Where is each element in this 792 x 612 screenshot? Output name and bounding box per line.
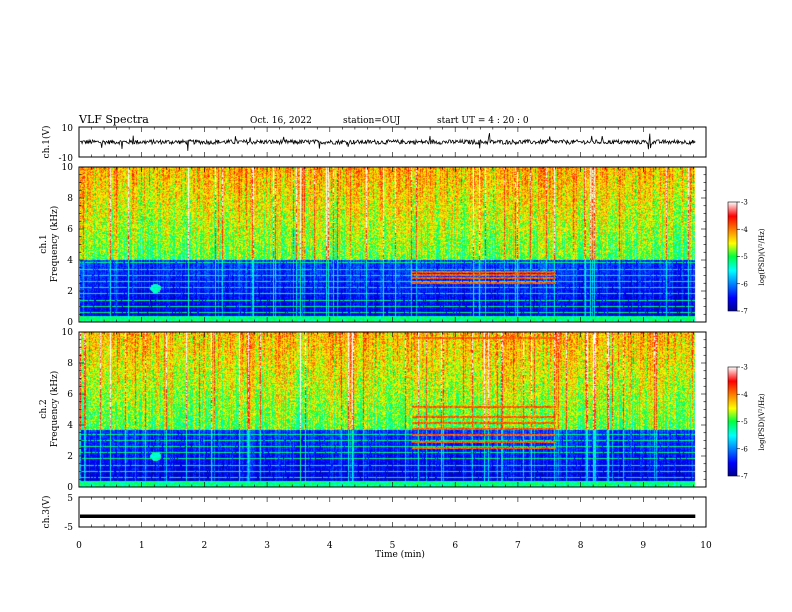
ch2-spectrogram-ytick-labels: 0 2 4 6 8 10 xyxy=(62,328,74,493)
ch3-ytick-top: 5 xyxy=(67,494,73,504)
ch1-spectrogram-image xyxy=(80,167,706,322)
ch2-cbtick-0: -3 xyxy=(741,364,748,372)
ch1-spectrogram-ytick-labels: 0 2 4 6 8 10 xyxy=(62,163,74,328)
ch2-frequency-label: Frequency (kHz) xyxy=(49,371,60,448)
ch1-ytick-10: 10 xyxy=(62,163,74,173)
axis-ticks xyxy=(78,127,707,527)
ch1-cbtick-4: -7 xyxy=(741,308,748,316)
ch1-ytick-8: 8 xyxy=(67,194,73,204)
xtick-6: 6 xyxy=(452,541,458,551)
ch2-spectrogram-image xyxy=(80,332,706,487)
xtick-3: 3 xyxy=(264,541,270,551)
figure-date: Oct. 16, 2022 xyxy=(250,116,312,126)
ch2-cbtick-1: -4 xyxy=(741,391,748,399)
xtick-10: 10 xyxy=(700,541,712,551)
ch1-waveform-ylabel: ch.1(V) xyxy=(41,126,52,159)
ch2-cbtick-2: -5 xyxy=(741,418,748,426)
ch3-ytick-bottom: -5 xyxy=(64,523,73,533)
ch1-ytick-bottom: -10 xyxy=(59,154,74,164)
ch1-frequency-label: Frequency (kHz) xyxy=(49,206,60,283)
ch1-cbtick-1: -4 xyxy=(741,226,748,234)
ch3-waveform-ylabel: ch.3(V) xyxy=(41,496,52,529)
ch2-ytick-2: 2 xyxy=(67,452,73,462)
ch1-ytick-top: 10 xyxy=(62,124,74,134)
ch2-cbtick-4: -7 xyxy=(741,473,748,481)
xtick-7: 7 xyxy=(515,541,521,551)
ch1-cbtick-3: -6 xyxy=(741,280,748,288)
ch1-channel-label: ch.1 xyxy=(39,234,49,253)
ch1-cbtick-2: -5 xyxy=(741,253,748,261)
ch1-ytick-6: 6 xyxy=(67,225,73,235)
ch2-ytick-0: 0 xyxy=(67,483,73,493)
ch2-ytick-6: 6 xyxy=(67,390,73,400)
ch2-cbtick-3: -6 xyxy=(741,445,748,453)
xtick-0: 0 xyxy=(76,541,82,551)
xtick-5: 5 xyxy=(390,541,396,551)
time-axis-label: Time (min) xyxy=(375,549,425,560)
ch1-waveform-trace xyxy=(79,133,696,151)
figure-station: station=OUJ xyxy=(343,116,401,126)
xtick-4: 4 xyxy=(327,541,333,551)
ch1-ytick-0: 0 xyxy=(67,318,73,328)
ch1-ytick-4: 4 xyxy=(67,256,73,266)
xtick-2: 2 xyxy=(202,541,208,551)
ch1-ytick-2: 2 xyxy=(67,287,73,297)
ch1-cbtick-0: -3 xyxy=(741,199,748,207)
ch2-colorbar-label: log(PSD)(V²/Hz) xyxy=(758,393,766,450)
ch2-colorbar xyxy=(727,366,738,477)
ch2-channel-label: ch.2 xyxy=(39,399,49,418)
xtick-1: 1 xyxy=(139,541,145,551)
time-axis-tick-labels: 0 1 2 3 4 5 6 7 8 9 10 xyxy=(76,541,712,551)
xtick-8: 8 xyxy=(578,541,584,551)
ch1-colorbar xyxy=(727,201,738,312)
ch2-ytick-8: 8 xyxy=(67,359,73,369)
figure-start-time: start UT = 4 : 20 : 0 xyxy=(437,116,529,126)
xtick-9: 9 xyxy=(640,541,646,551)
figure-title: VLF Spectra xyxy=(78,113,149,126)
colorbar-ticks: -3 -4 -5 -6 -7 -3 -4 -5 -6 -7 xyxy=(737,199,748,481)
ch1-colorbar-label: log(PSD)(V²/Hz) xyxy=(758,228,766,285)
ch2-ytick-4: 4 xyxy=(67,421,73,431)
ch2-ytick-10: 10 xyxy=(62,328,74,338)
